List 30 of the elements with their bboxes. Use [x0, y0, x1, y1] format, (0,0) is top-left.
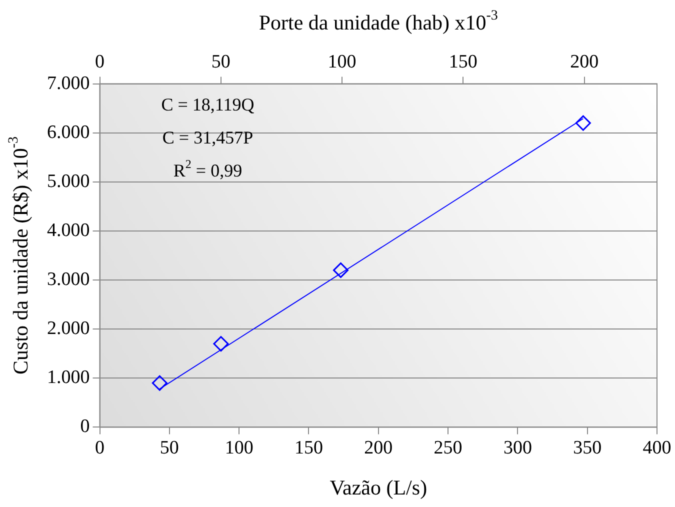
- x-tick-label: 250: [434, 438, 462, 459]
- annotation: C = 18,119Q: [161, 94, 254, 115]
- x-tick-label: 150: [294, 438, 323, 459]
- y-tick-label: 3.000: [47, 269, 90, 290]
- y-tick-label: 6.000: [47, 122, 90, 143]
- x2-tick-label: 100: [328, 51, 356, 72]
- x-tick-label: 200: [364, 438, 393, 459]
- point: [333, 262, 349, 278]
- x-tick-label: 400: [642, 438, 672, 459]
- annotation: C = 31,457P: [162, 128, 254, 148]
- x-axis-title: Vazão (L/s): [330, 476, 428, 500]
- y-tick-label: 1.000: [47, 367, 90, 388]
- y-tick-label: 2.000: [47, 318, 90, 340]
- y-tick-label: 7.000: [47, 72, 90, 94]
- x2-tick-label: 200: [570, 51, 599, 72]
- x-tick-label: 0: [95, 438, 104, 459]
- y-tick-label: 4.000: [47, 220, 90, 241]
- x-tick-label: 350: [573, 438, 602, 459]
- point: [152, 375, 168, 391]
- x2-tick-label: 50: [211, 51, 230, 72]
- y-tick-label: 5.000: [47, 170, 90, 192]
- point: [213, 336, 229, 352]
- point: [575, 115, 591, 131]
- x2-tick-label: 150: [448, 51, 478, 72]
- x2-tick-label: 0: [95, 51, 104, 72]
- x-tick-label: 100: [224, 438, 254, 459]
- x-tick-label: 300: [503, 438, 532, 459]
- y-tick-label: 0: [80, 416, 90, 438]
- y-axis-title: Custo da unidade (R$) x10-3: [6, 136, 33, 374]
- x-tick-label: 50: [160, 438, 179, 459]
